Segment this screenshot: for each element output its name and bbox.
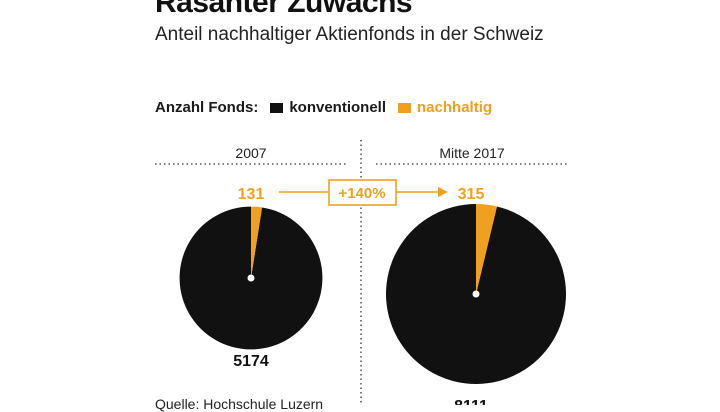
pie-2017	[386, 204, 566, 384]
source-note: Quelle: Hochschule Luzern	[155, 396, 324, 412]
legend-text-nachhaltig: nachhaltig	[417, 99, 493, 116]
pie-center-dot	[472, 290, 480, 298]
pie-slice-nachhaltig	[476, 204, 497, 294]
legend: Anzahl Fonds: konventionell nachhaltig	[155, 99, 504, 116]
legend-item-konventionell: konventionell	[270, 99, 386, 116]
legend-label: Anzahl Fonds:	[155, 99, 259, 116]
conventional-label-2007: 5174	[233, 353, 269, 370]
sustainable-label-2017: 315	[458, 186, 485, 203]
legend-item-nachhaltig: nachhaltig	[398, 99, 492, 116]
pie-2007	[179, 206, 323, 350]
growth-badge-text: +140%	[338, 185, 385, 202]
growth-arrow-head	[438, 187, 448, 197]
legend-text-konventionell: konventionell	[289, 99, 387, 116]
chart-subtitle: Anteil nachhaltiger Aktienfonds in der S…	[155, 24, 544, 45]
legend-swatch-konventionell	[270, 102, 284, 113]
pie-slice-nachhaltig	[251, 206, 263, 278]
legend-swatch-nachhaltig	[398, 102, 412, 113]
growth-badge-box	[328, 179, 397, 206]
chart-title: Rasanter Zuwachs	[155, 0, 413, 19]
pie-center-dot	[247, 274, 255, 282]
period-label-2007: 2007	[235, 145, 266, 161]
period-label-2017: Mitte 2017	[439, 145, 505, 161]
conventional-label-2017: 8111	[454, 398, 488, 405]
sustainable-label-2007: 131	[238, 186, 265, 203]
